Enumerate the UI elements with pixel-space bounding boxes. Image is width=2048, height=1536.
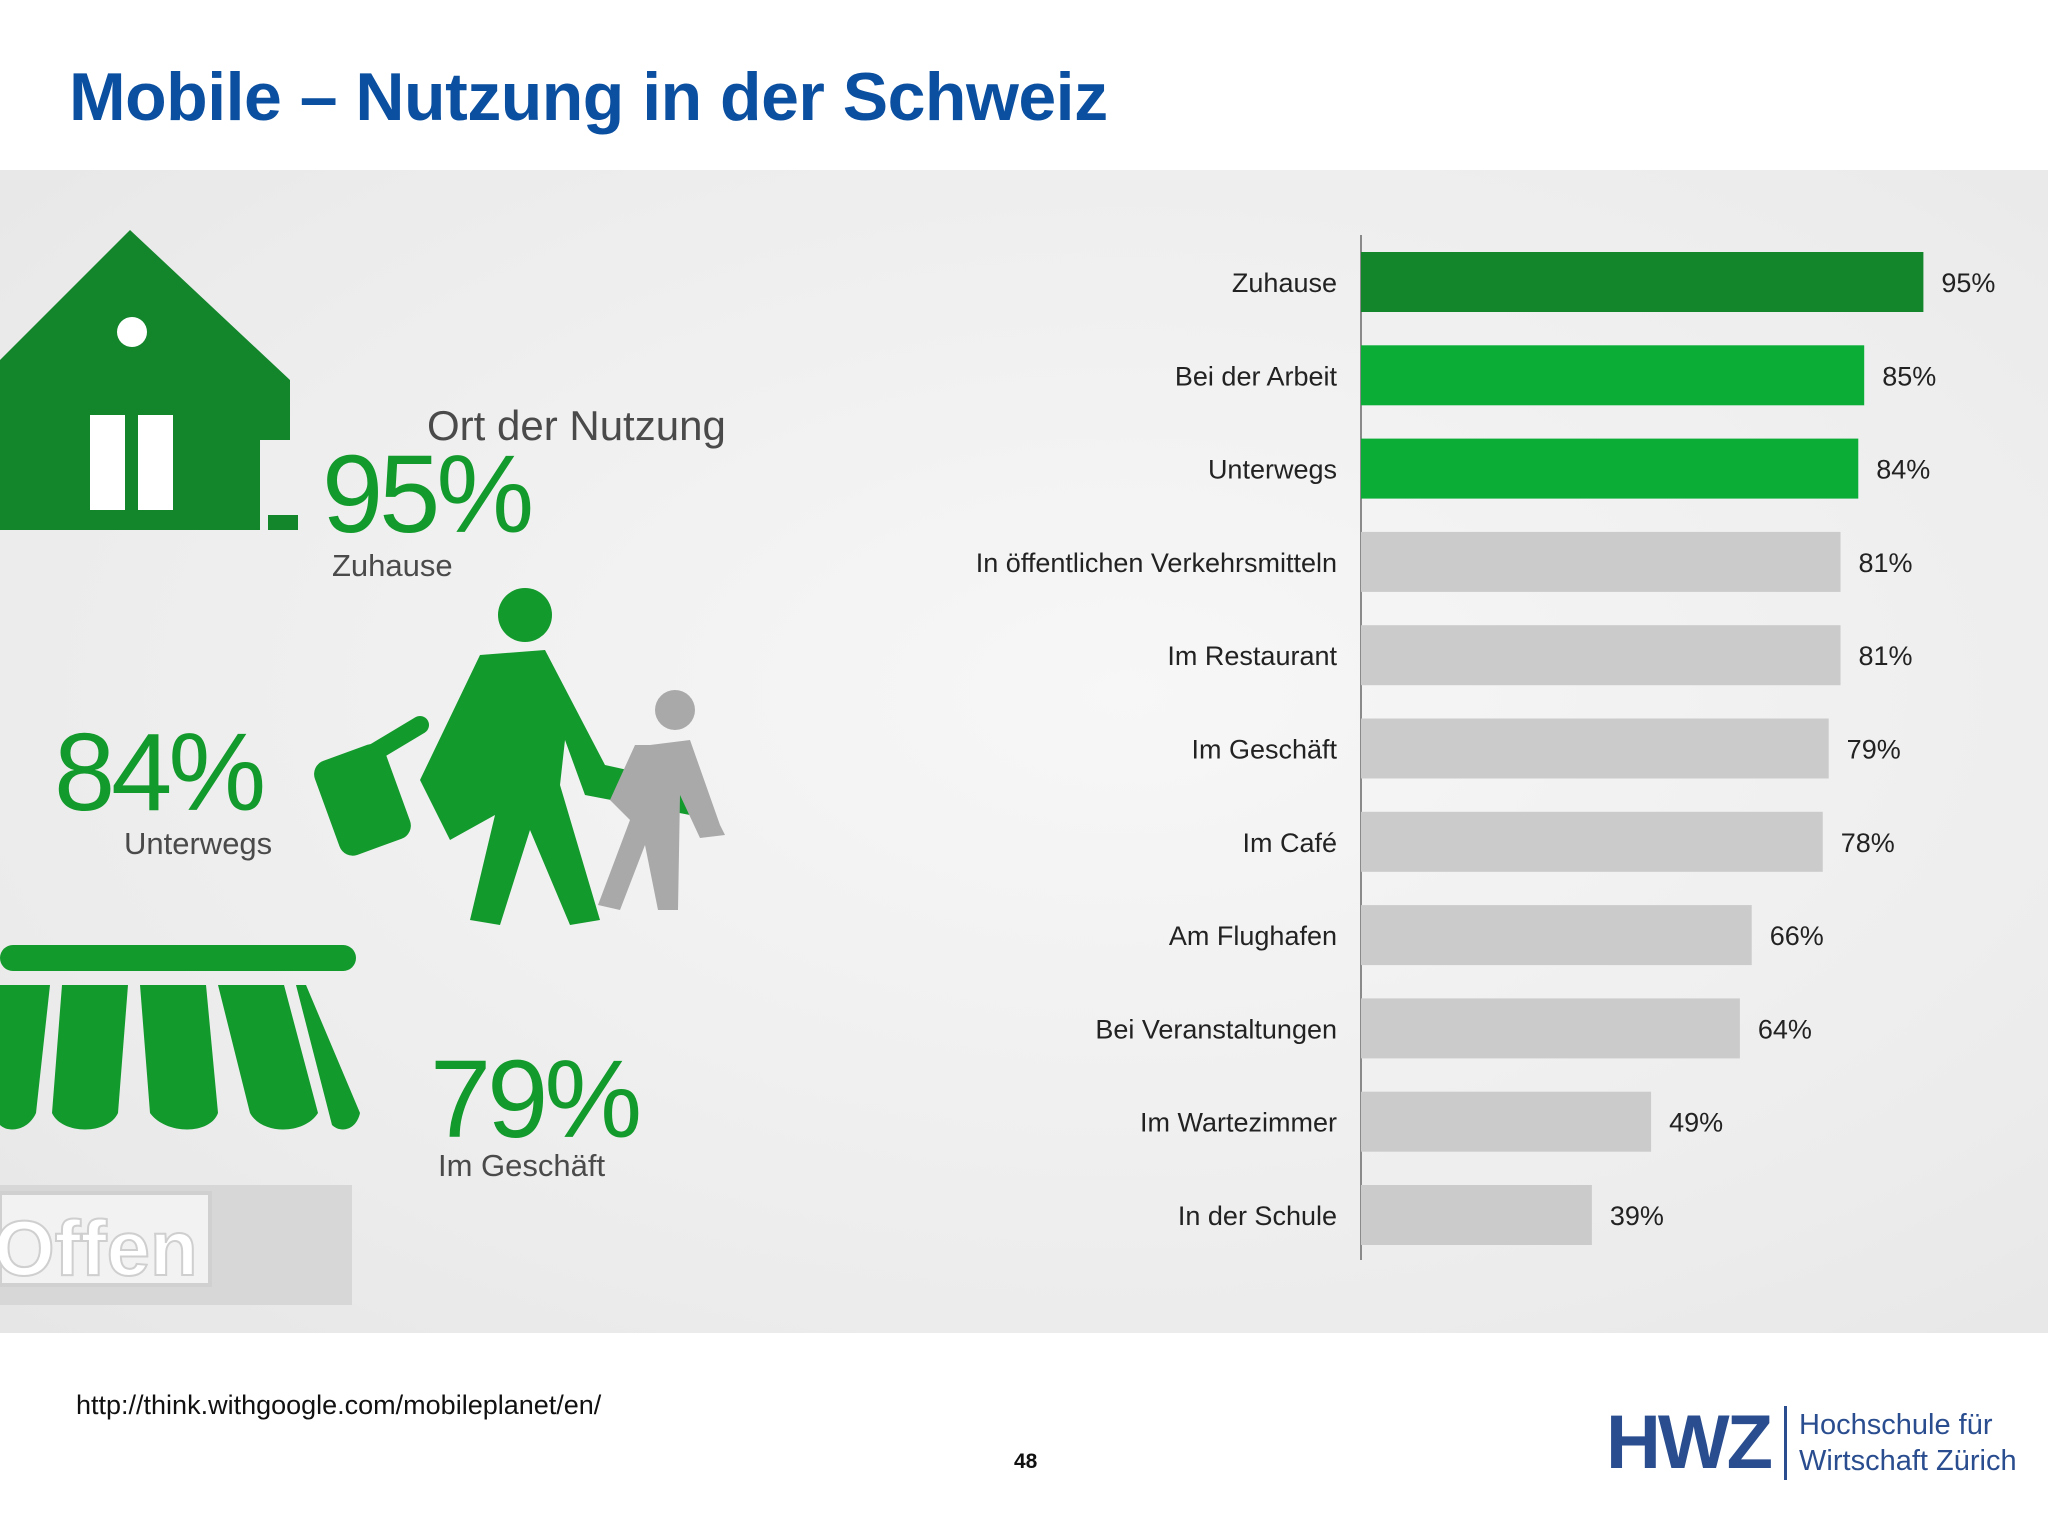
bar xyxy=(1361,998,1740,1059)
infographic-heading: Ort der Nutzung xyxy=(427,402,726,449)
hwz-logo: HWZ Hochschule für Wirtschaft Zürich xyxy=(1606,1405,2017,1481)
value-label: 64% xyxy=(1758,1014,1812,1044)
slide-title: Mobile – Nutzung in der Schweiz xyxy=(69,59,1108,135)
source-link[interactable]: http://think.withgoogle.com/mobileplanet… xyxy=(76,1390,602,1420)
category-label: In öffentlichen Verkehrsmitteln xyxy=(976,548,1337,578)
value-label: 95% xyxy=(1941,268,1995,298)
value-label: 85% xyxy=(1882,361,1936,391)
value-label: 78% xyxy=(1841,828,1895,858)
category-label: Am Flughafen xyxy=(1169,921,1337,951)
logo-line-2: Wirtschaft Zürich xyxy=(1799,1445,2017,1477)
bar xyxy=(1361,718,1829,779)
category-label: Bei der Arbeit xyxy=(1175,361,1338,391)
category-label: Zuhause xyxy=(1232,268,1337,298)
bar xyxy=(1361,905,1752,966)
highlight-onroad-value: 84% xyxy=(54,711,266,834)
category-label: Im Wartezimmer xyxy=(1140,1108,1337,1138)
bar xyxy=(1361,625,1841,686)
storefront-icon: Offen xyxy=(0,945,360,1305)
bar xyxy=(1361,345,1865,406)
value-label: 49% xyxy=(1669,1108,1723,1138)
bar xyxy=(1361,252,1924,312)
highlight-shop-value: 79% xyxy=(430,1038,642,1161)
highlight-home-value: 95% xyxy=(322,433,534,556)
category-label: Im Geschäft xyxy=(1191,735,1337,765)
category-label: Im Restaurant xyxy=(1167,641,1337,671)
category-label: Bei Veranstaltungen xyxy=(1095,1014,1337,1044)
page-number: 48 xyxy=(1014,1450,1038,1473)
bar xyxy=(1361,1091,1652,1152)
value-label: 39% xyxy=(1610,1201,1664,1231)
value-label: 81% xyxy=(1859,548,1913,578)
bar-chart: Zuhause 95% Bei der Arbeit 85% Unterwegs 84% I… xyxy=(976,235,1995,1260)
logo-line-1: Hochschule für xyxy=(1799,1409,1993,1441)
logo-text: Hochschule für Wirtschaft Zürich xyxy=(1799,1407,2017,1479)
bar xyxy=(1361,438,1859,499)
category-label: Unterwegs xyxy=(1208,455,1337,485)
value-label: 66% xyxy=(1770,921,1824,951)
infographic-panel: Offen Ort der Nutzung 95% Zuhause 84% Un… xyxy=(0,170,2048,1333)
shop-sign-text: Offen xyxy=(0,1204,198,1292)
bar xyxy=(1361,811,1823,872)
house-icon xyxy=(0,230,298,530)
value-label: 79% xyxy=(1847,735,1901,765)
highlight-onroad-label: Unterwegs xyxy=(124,826,273,861)
walking-people-icon xyxy=(314,588,725,925)
category-label: In der Schule xyxy=(1178,1201,1337,1231)
value-label: 81% xyxy=(1859,641,1913,671)
category-label: Im Café xyxy=(1242,828,1337,858)
bar xyxy=(1361,531,1841,592)
highlight-shop-label: Im Geschäft xyxy=(438,1148,606,1183)
value-label: 84% xyxy=(1876,455,1930,485)
bar xyxy=(1361,1185,1592,1245)
highlight-home-label: Zuhause xyxy=(332,548,453,583)
logo-mark: HWZ xyxy=(1606,1400,1773,1485)
logo-divider xyxy=(1784,1406,1788,1480)
